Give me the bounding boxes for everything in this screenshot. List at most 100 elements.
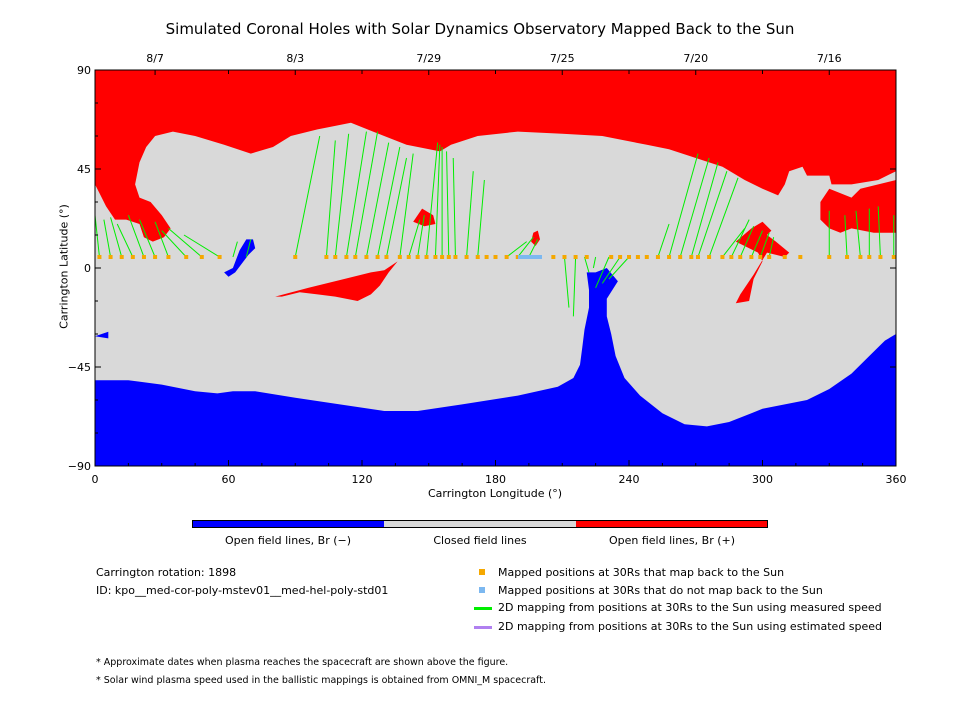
mapped-back-point [97, 255, 102, 259]
mapped-back-point [130, 255, 135, 259]
mapping-line-measured [452, 157, 456, 258]
x-tick-label: 120 [352, 473, 373, 486]
mapped-back-point [729, 255, 734, 259]
positive-coronal-hole-ribbon [275, 261, 398, 301]
mapping-line-measured [94, 215, 100, 258]
mapped-back-point [464, 255, 469, 259]
y-axis-label: Carrington Latitude (°) [57, 204, 71, 329]
mapping-line-measured [722, 228, 746, 258]
mapping-line-measured [139, 219, 156, 258]
negative-coronal-hole-small [224, 239, 256, 277]
mapping-line-measured [294, 135, 321, 258]
not-mapped-back-point [527, 255, 532, 259]
mapped-back-point [433, 255, 438, 259]
mapped-back-point [333, 255, 338, 259]
x-tick-label: 0 [92, 473, 99, 486]
mapped-back-point [749, 255, 754, 259]
mapping-line-measured [750, 230, 763, 258]
mapped-back-point [153, 255, 158, 259]
mapped-back-point [845, 255, 850, 259]
mapping-line-measured [417, 215, 425, 258]
mapping-line-measured [708, 177, 739, 258]
mapped-back-point [689, 255, 694, 259]
mapping-line-measured [434, 144, 441, 258]
carrington-rotation: Carrington rotation: 1898 [96, 566, 237, 579]
mapped-back-point [867, 255, 872, 259]
mapped-back-point [384, 255, 389, 259]
chart-title: Simulated Coronal Holes with Solar Dynam… [165, 20, 795, 38]
mapped-back-point [720, 255, 725, 259]
mapping-line-measured [730, 219, 750, 258]
mapped-back-point [878, 255, 883, 259]
y-tick-label: 90 [77, 64, 91, 77]
colorbar-frame [192, 520, 768, 528]
mapping-line-measured [110, 217, 123, 258]
positive-coronal-hole-lobe [735, 221, 790, 304]
mapping-line-measured [679, 157, 710, 258]
mapping-line-measured [365, 142, 390, 258]
mapping-line-measured [116, 223, 134, 258]
north-positive-coronal-hole [95, 70, 896, 242]
mapping-line-measured [528, 239, 539, 258]
mapped-back-point [184, 255, 189, 259]
mapped-back-point [504, 255, 509, 259]
y-tick-label: 0 [84, 262, 91, 275]
y-tick-label: −45 [68, 361, 91, 374]
mapped-back-point [655, 255, 660, 259]
blue-square-icon [479, 587, 485, 593]
mapped-back-point [858, 255, 863, 259]
mapped-back-point [551, 255, 556, 259]
mapping-line-measured [572, 256, 577, 317]
mapping-line-measured [377, 146, 401, 258]
date-tick-label: 8/3 [286, 52, 304, 65]
orange-square-icon [479, 569, 485, 575]
colorbar-label-negative: Open field lines, Br (−) [224, 534, 352, 547]
mapped-back-point [324, 255, 329, 259]
mapped-back-point [424, 255, 429, 259]
mapped-back-point [353, 255, 358, 259]
mapped-back-point [119, 255, 124, 259]
mapping-line-measured [506, 241, 527, 258]
mapped-back-point [609, 255, 614, 259]
mapping-line-measured [466, 171, 474, 258]
mapped-back-point [446, 255, 451, 259]
not-mapped-back-point [534, 255, 539, 259]
mapping-line-measured [697, 171, 728, 258]
mapped-back-point [678, 255, 683, 259]
mapped-back-point [440, 255, 445, 259]
date-tick-label: 7/16 [817, 52, 842, 65]
mapping-line-measured [759, 232, 770, 258]
colorbar-positive [576, 520, 768, 528]
mapped-back-point [493, 255, 498, 259]
date-tick-label: 7/20 [683, 52, 708, 65]
mapping-line-measured [354, 131, 379, 258]
mapped-back-point [166, 255, 171, 259]
mapping-line-measured [154, 221, 169, 258]
mapped-back-point [453, 255, 458, 259]
mapped-back-point [484, 255, 489, 259]
mapped-back-point [798, 255, 803, 259]
mapping-line-measured [563, 256, 570, 308]
model-id: ID: kpo__med-cor-poly-mstev01__med-hel-p… [96, 584, 389, 597]
mapped-back-point [364, 255, 369, 259]
mapped-back-point [738, 255, 743, 259]
mapped-back-point [827, 255, 832, 259]
mapping-line-measured [595, 256, 610, 288]
colorbar-closed [384, 520, 576, 528]
colorbar-label-positive: Open field lines, Br (+) [608, 534, 736, 547]
colorbar-label-closed: Closed field lines [433, 534, 527, 547]
mapped-back-point [573, 255, 578, 259]
mapped-back-point [695, 255, 700, 259]
mapped-back-point [562, 255, 567, 259]
date-tick-label: 7/25 [550, 52, 575, 65]
not-mapped-back-point [517, 255, 522, 259]
mapping-line-measured [168, 228, 203, 258]
mapping-line-measured [657, 223, 670, 258]
purple-line-icon [474, 626, 492, 629]
mapping-line-measured [385, 157, 407, 258]
mapping-line-measured [592, 256, 597, 269]
mapped-back-point [667, 255, 672, 259]
mapping-line-measured [601, 256, 621, 284]
mapped-back-point [141, 255, 146, 259]
mapped-back-point [635, 255, 640, 259]
